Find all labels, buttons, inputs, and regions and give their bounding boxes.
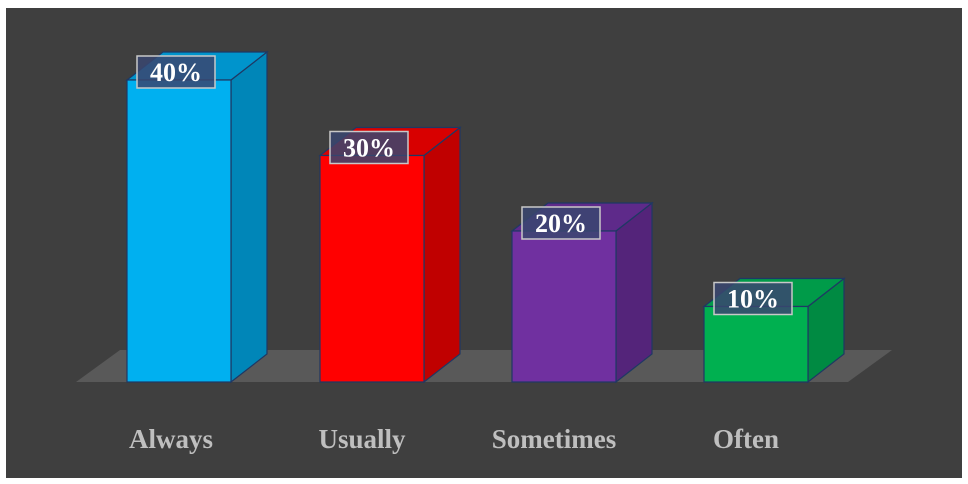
chart-floor-layer — [76, 350, 892, 382]
data-label-box-usually — [329, 130, 409, 165]
category-label-usually: Usually — [318, 424, 406, 454]
bar-usually — [318, 126, 462, 384]
bar-always-side — [230, 50, 268, 384]
data-label-sometimes: 20% — [521, 206, 601, 240]
data-label-box-often — [713, 281, 793, 316]
data-label-usually: 30% — [329, 130, 409, 165]
bar-often — [702, 277, 846, 384]
data-label-box-sometimes — [521, 206, 601, 240]
bar-always-front — [126, 79, 232, 383]
chart-floor — [76, 350, 892, 382]
bar-chart: 40% 30% 20% 10% Always Usually Sometimes Often — [76, 50, 892, 454]
category-label-sometimes: Sometimes — [492, 424, 616, 454]
bar-sometimes-front — [511, 230, 617, 383]
data-labels-layer: 40% 30% 20% 10% — [136, 55, 793, 316]
bar-usually-side — [423, 126, 461, 384]
bar-always — [125, 50, 269, 384]
data-label-box-always — [136, 55, 216, 89]
bar-often-front — [703, 305, 809, 383]
category-label-often: Often — [713, 424, 779, 454]
bar-usually-front — [319, 154, 425, 383]
data-label-text-often: 10% — [727, 285, 779, 314]
category-labels-layer: Always Usually Sometimes Often — [129, 424, 779, 454]
category-label-always: Always — [129, 424, 213, 454]
chart-frame: 40% 30% 20% 10% Always Usually Sometimes Often — [6, 8, 962, 478]
data-label-text-always: 40% — [150, 58, 202, 87]
data-label-text-usually: 30% — [343, 134, 395, 163]
bars-layer — [125, 50, 846, 384]
data-label-always: 40% — [136, 55, 216, 89]
data-label-text-sometimes: 20% — [535, 209, 587, 238]
data-label-often: 10% — [713, 281, 793, 316]
bar-sometimes-side — [615, 201, 653, 384]
